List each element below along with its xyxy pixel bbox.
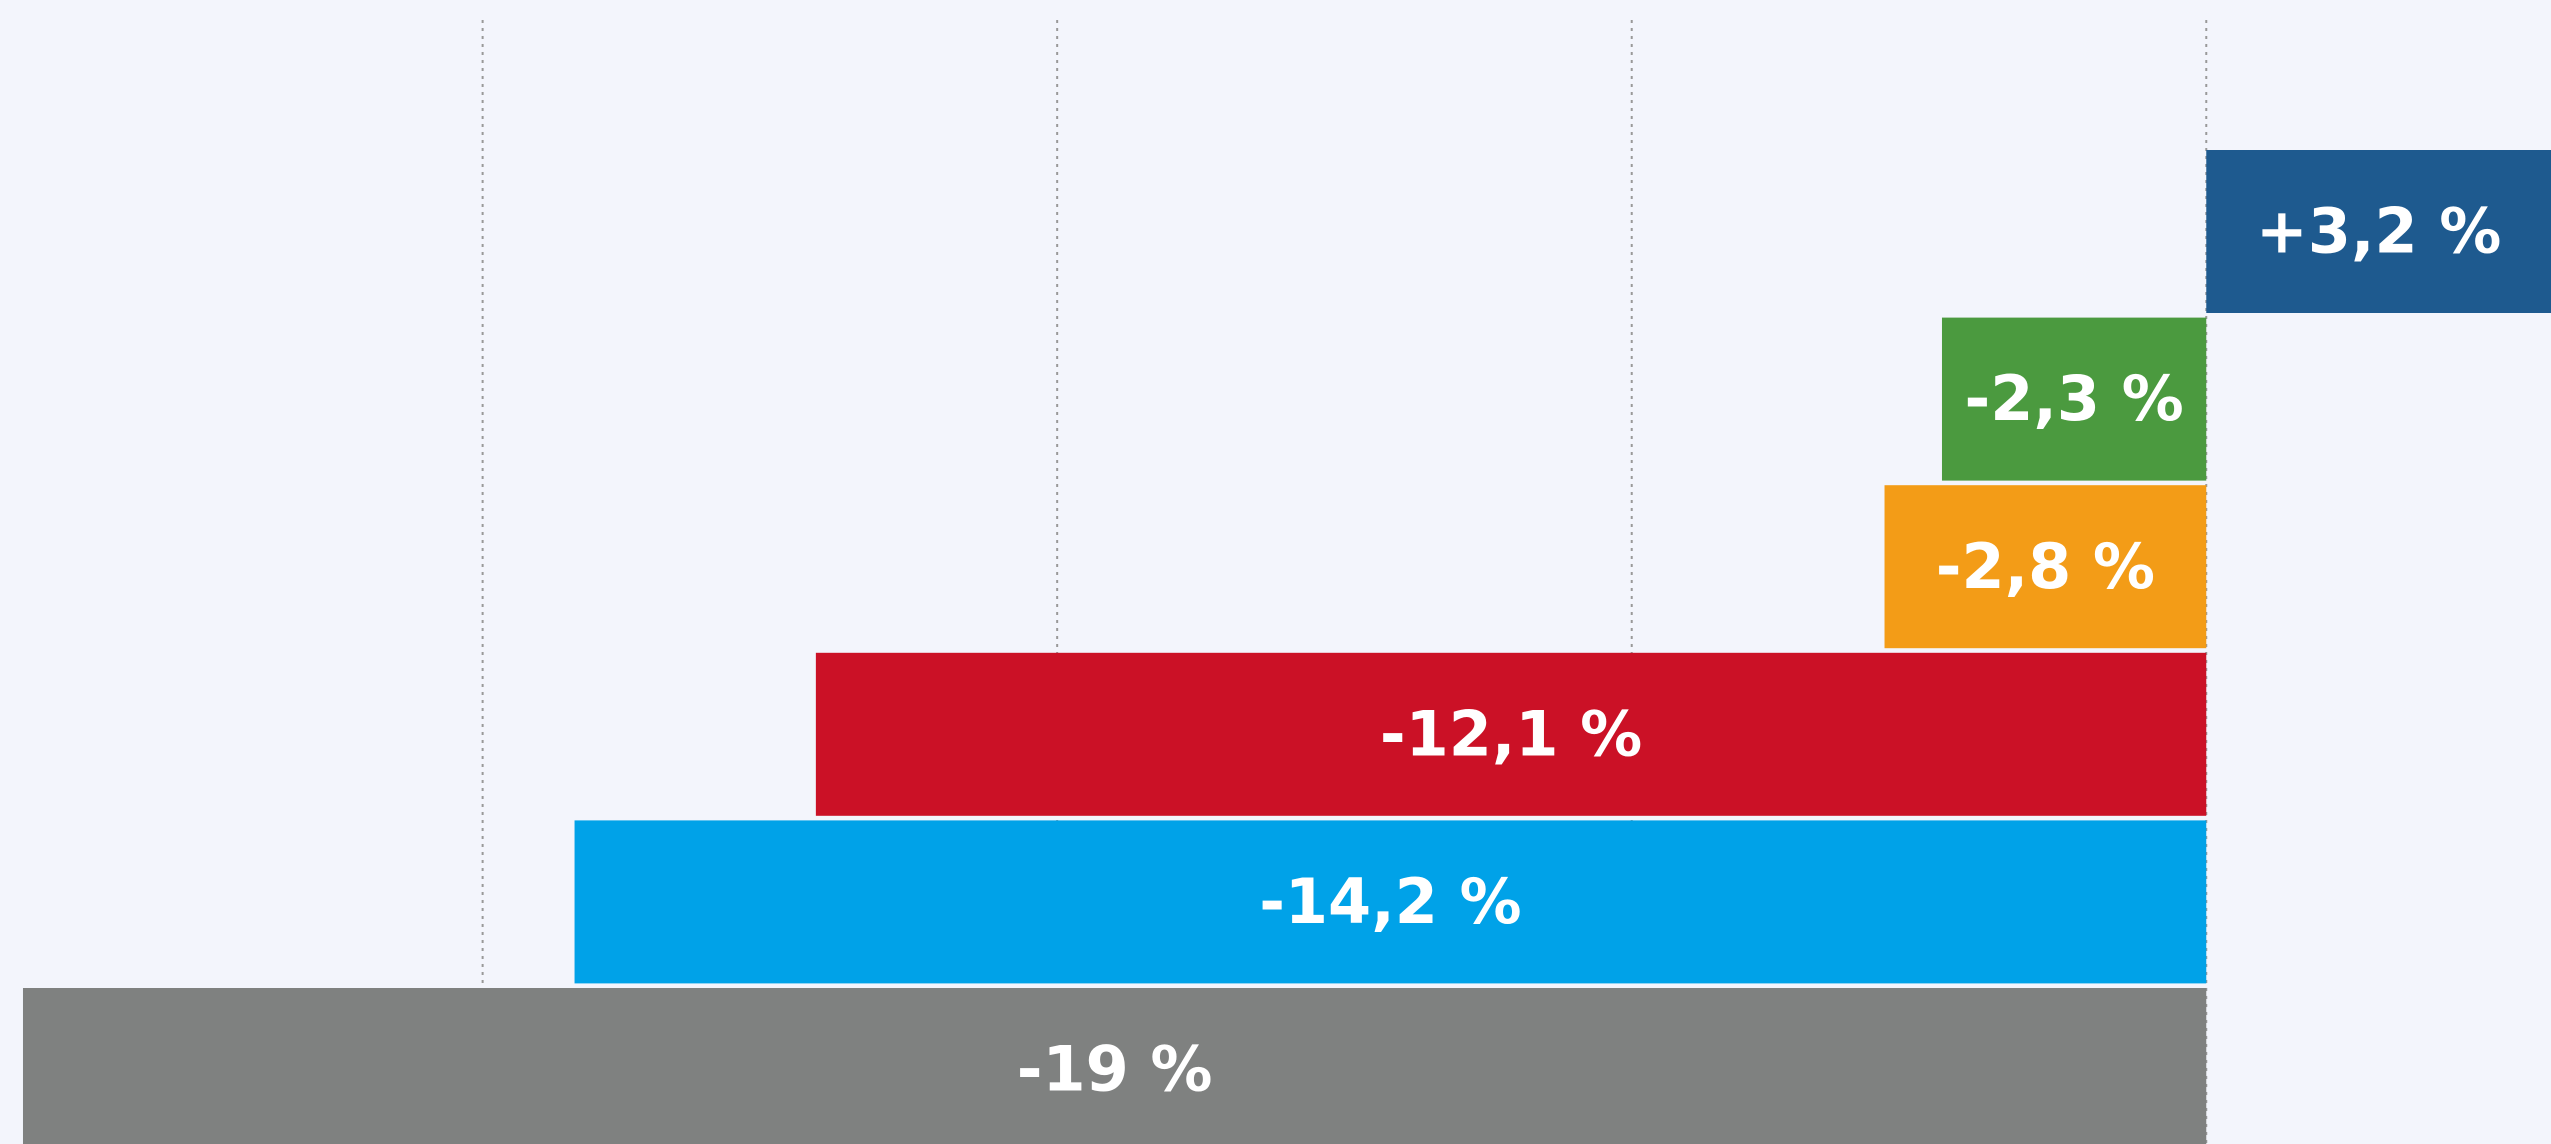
value-label: -2,3 % (1964, 362, 2183, 435)
value-label: -14,2 % (1259, 865, 1521, 938)
value-label: +3,2 % (2256, 195, 2502, 268)
bar (22, 988, 2207, 1144)
bar (574, 820, 2207, 984)
value-label: -2,8 % (1936, 530, 2155, 603)
bar (1884, 485, 2207, 649)
bar (815, 652, 2207, 816)
value-label: -19 % (1017, 1033, 1213, 1106)
bar (1941, 317, 2207, 481)
value-label: -12,1 % (1380, 697, 1642, 770)
bar (2206, 150, 2551, 313)
